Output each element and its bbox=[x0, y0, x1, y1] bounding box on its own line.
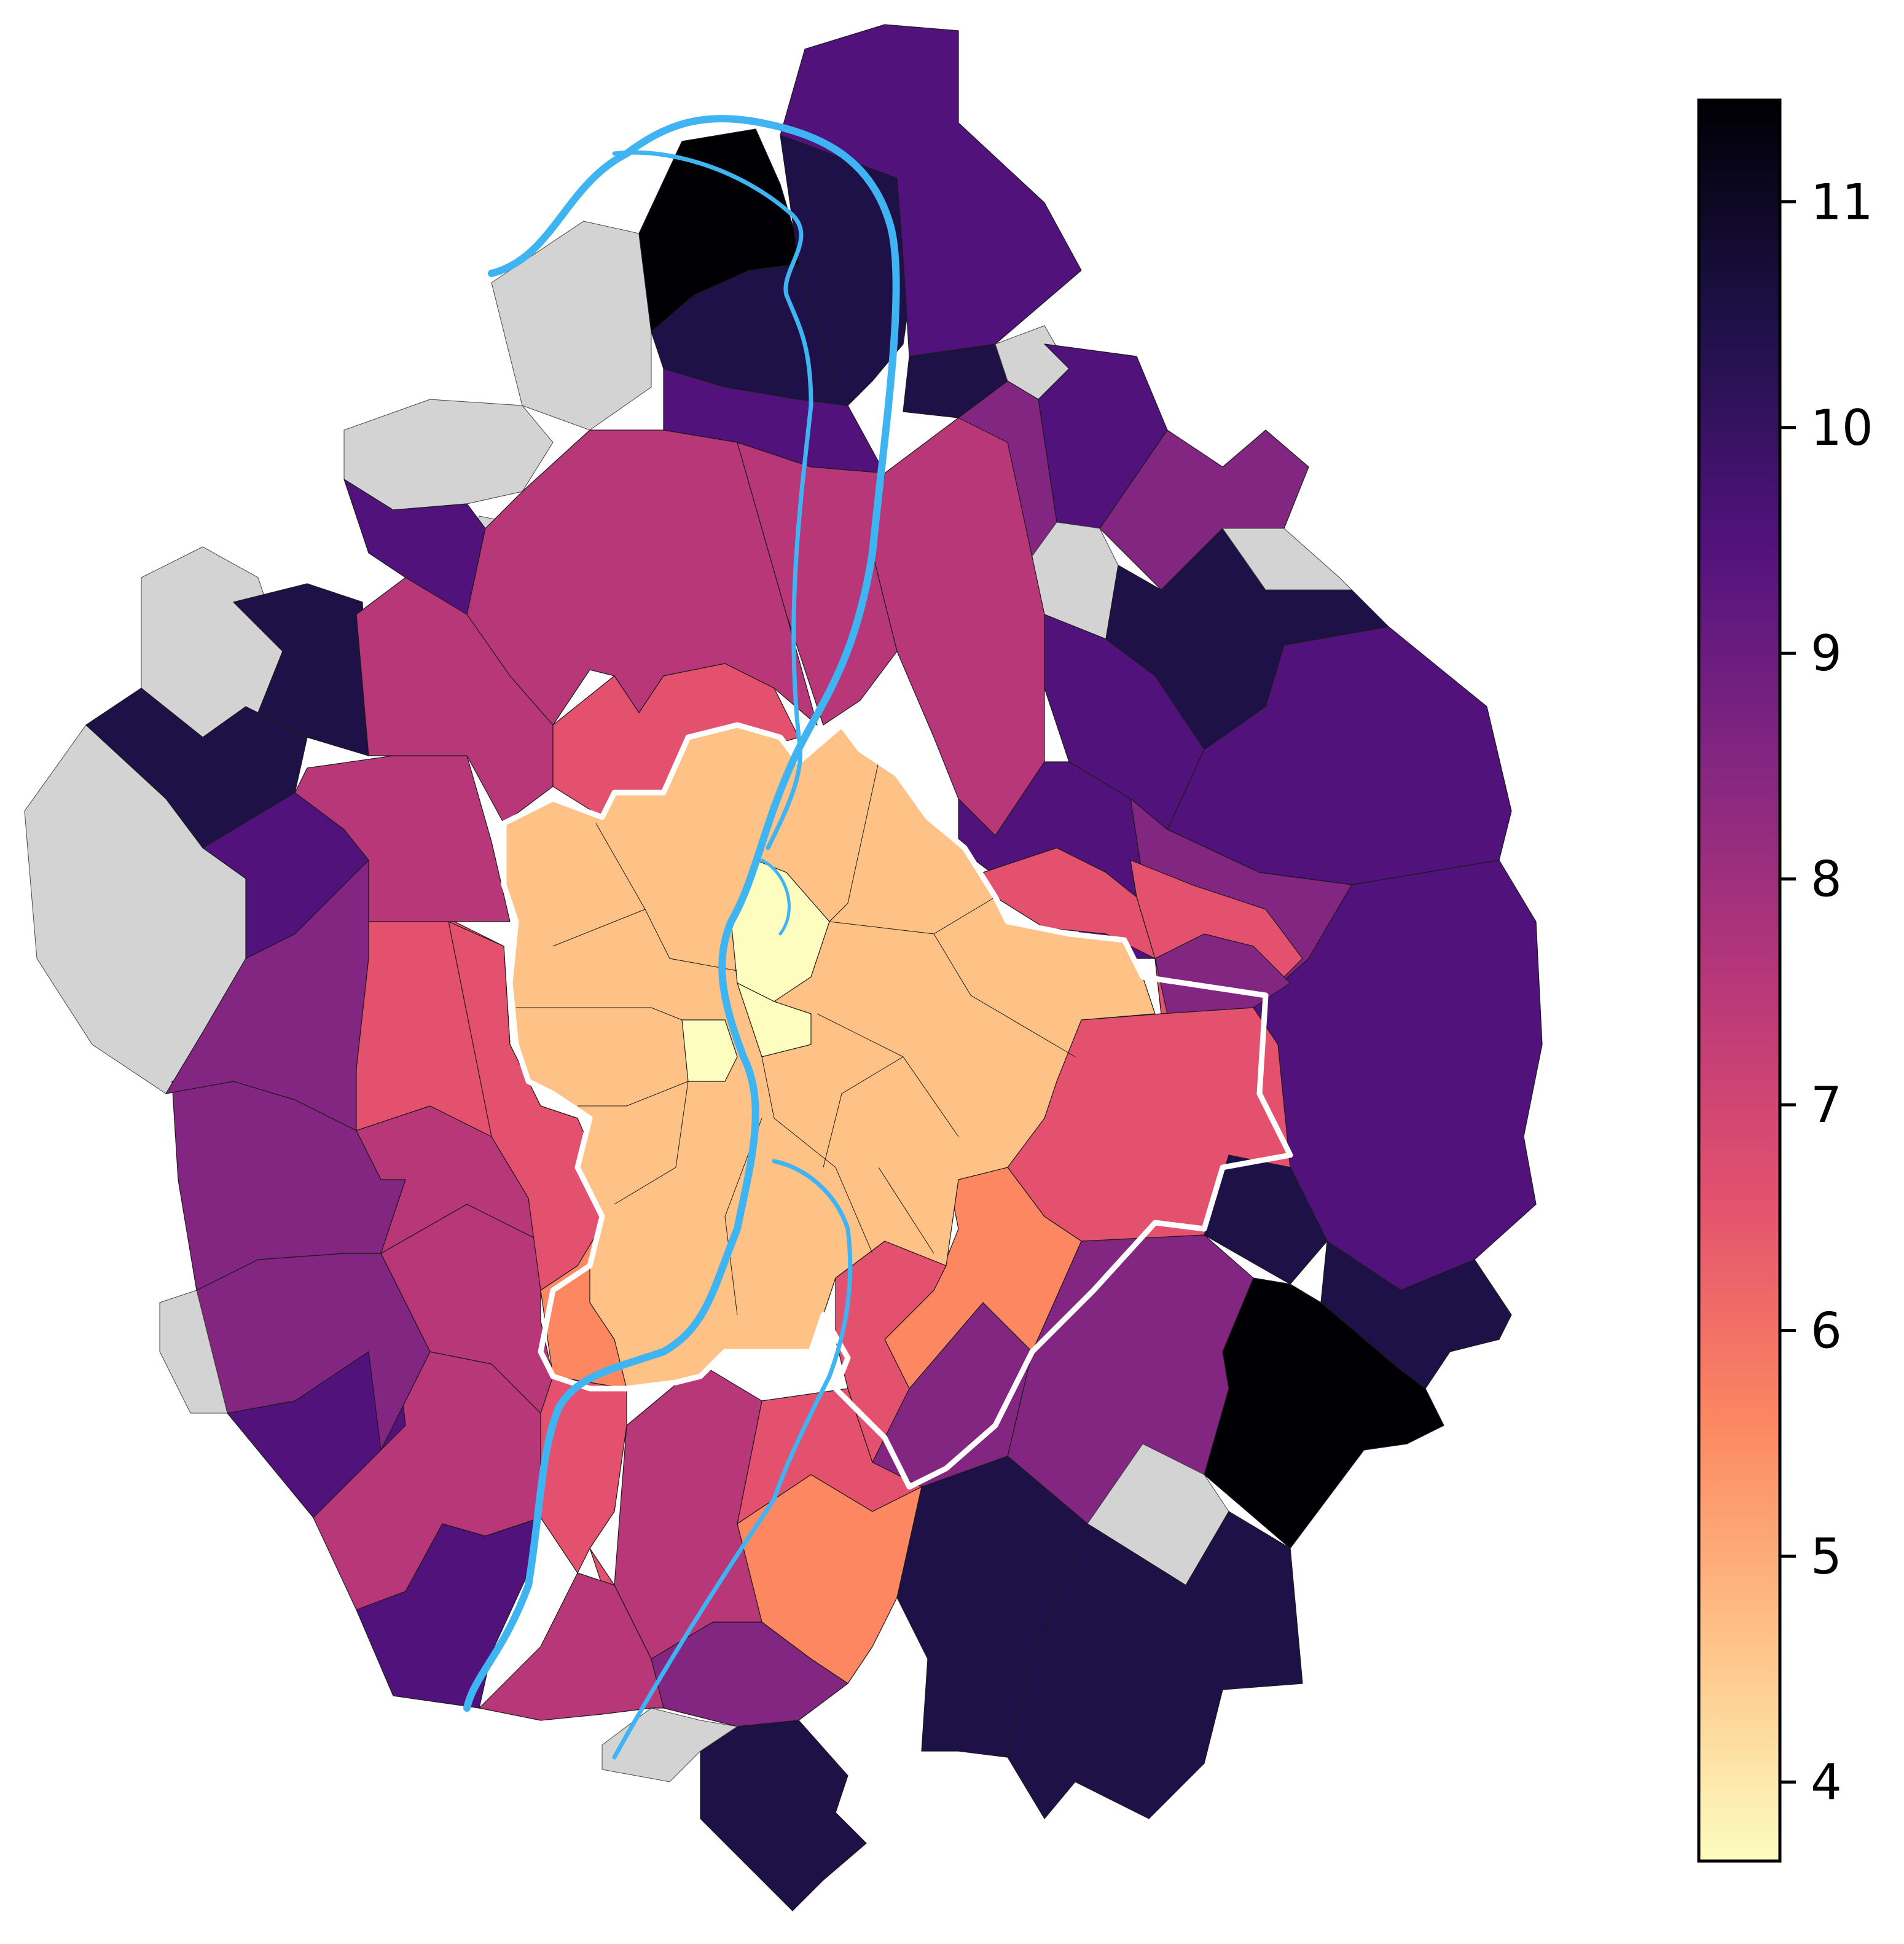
zone-north-purple-top bbox=[780, 24, 1082, 357]
zone-nodata-southwest bbox=[159, 1290, 228, 1414]
city-districts bbox=[503, 724, 1156, 1389]
zone-nodata-north-2 bbox=[491, 221, 652, 431]
colorbar-tick-label: 8 bbox=[1811, 851, 1842, 908]
zone-southeast-dark-2 bbox=[1007, 1511, 1303, 1819]
zone-south-dark bbox=[700, 1720, 867, 1911]
danube-river bbox=[463, 115, 900, 1760]
district-inner-3 bbox=[681, 1019, 738, 1082]
zone-north-magenta-river bbox=[737, 442, 898, 726]
zone-southeast-dark-1 bbox=[896, 1456, 1088, 1758]
agglomeration-zones bbox=[24, 24, 1543, 1911]
colorbar-tick-label: 11 bbox=[1811, 173, 1873, 230]
colorbar-tick-label: 5 bbox=[1811, 1528, 1842, 1585]
district-inner-1 bbox=[731, 860, 830, 1002]
zone-nodata-south bbox=[601, 1707, 738, 1782]
colorbar-tick-label: 6 bbox=[1811, 1303, 1842, 1360]
colorbar-tick-label: 9 bbox=[1811, 625, 1842, 682]
colorbar-ticks: 4 5 6 7 8 9 10 11 bbox=[1780, 173, 1873, 1811]
zone-east-red-north bbox=[982, 847, 1156, 959]
colorbar-tick-label: 7 bbox=[1811, 1076, 1842, 1134]
zone-south-magenta bbox=[614, 1363, 762, 1660]
zone-nodata-northeast-6 bbox=[1222, 528, 1353, 590]
zone-southwest-red bbox=[540, 1376, 627, 1574]
city-boundary bbox=[501, 722, 1293, 1490]
colorbar-tick-label: 10 bbox=[1811, 399, 1873, 457]
district-inner-2 bbox=[737, 982, 812, 1057]
colorbar-gradient bbox=[1697, 98, 1782, 1863]
colorbar-tick-label: 4 bbox=[1811, 1754, 1842, 1811]
zone-northwest-dark bbox=[233, 583, 369, 756]
colorbar: 4 5 6 7 8 9 10 11 bbox=[1697, 98, 1873, 1863]
